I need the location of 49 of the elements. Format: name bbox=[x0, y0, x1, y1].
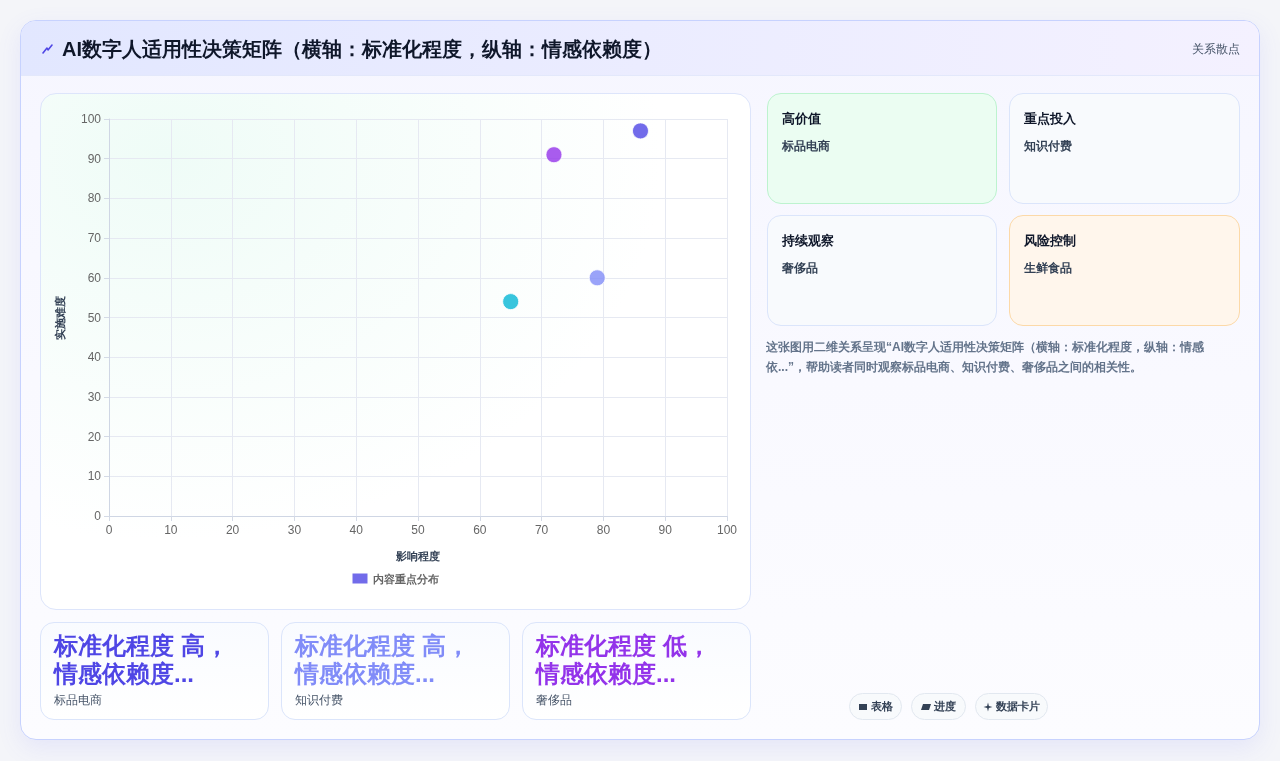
y-tick-label: 20 bbox=[87, 429, 102, 444]
text: 标品电商 bbox=[54, 692, 103, 708]
y-tick-label: 10 bbox=[87, 469, 102, 484]
y-tick-label: 80 bbox=[87, 191, 102, 206]
y-tick-label: 100 bbox=[80, 112, 102, 126]
x-tick-label: 80 bbox=[596, 523, 611, 537]
y-tick-label: 0 bbox=[94, 509, 102, 523]
y-tick-label: 60 bbox=[87, 270, 102, 285]
text: 数据卡片 bbox=[996, 699, 1040, 714]
text: 知识付费 bbox=[295, 692, 344, 708]
legend-label: 内容重点分布 bbox=[372, 572, 439, 586]
point bbox=[588, 269, 606, 287]
text: 这张图用二维关系呈现“AI数字人适用性决策矩阵（横轴：标准化程度，纵轴：情感依...”，帮助读者同时观察标品电商、知识付费、奢侈品之间的相关性。 bbox=[766, 339, 1205, 376]
x-tick-label: 20 bbox=[225, 523, 240, 537]
text: 标准化程度 高，情感依赖度... bbox=[295, 632, 471, 688]
x-tick-label: 100 bbox=[716, 523, 738, 537]
text: 标准化程度 高，情感依赖度... bbox=[54, 632, 230, 688]
y-tick-label: 50 bbox=[87, 310, 102, 325]
text: 奢侈品 bbox=[782, 260, 819, 276]
y-axis-title: 实施难度 bbox=[53, 295, 66, 340]
text: 标准化程度 低，情感依赖度... bbox=[536, 632, 712, 688]
y-tick-label: 30 bbox=[87, 389, 102, 404]
x-tick-label: 40 bbox=[349, 523, 364, 537]
text: AI数字人适用性决策矩阵（横轴：标准化程度，纵轴：情感依赖度） bbox=[62, 37, 662, 61]
text: 奢侈品 bbox=[536, 692, 573, 708]
point bbox=[632, 122, 649, 140]
text: 风险控制 bbox=[1024, 232, 1077, 250]
text: 持续观察 bbox=[782, 232, 835, 250]
text: 生鲜食品 bbox=[1024, 260, 1073, 276]
text: 进度 bbox=[934, 699, 956, 714]
x-axis-title: 影响程度 bbox=[395, 549, 440, 562]
x-tick-label: 70 bbox=[534, 523, 549, 537]
text: 重点投入 bbox=[1024, 110, 1077, 128]
text: 知识付费 bbox=[1024, 138, 1073, 154]
x-tick-label: 10 bbox=[164, 523, 178, 537]
x-tick-label: 30 bbox=[287, 523, 302, 537]
x-tick-label: 50 bbox=[411, 523, 425, 537]
y-tick-label: 70 bbox=[87, 231, 102, 246]
x-tick-label: 90 bbox=[658, 523, 673, 537]
text: 高价值 bbox=[782, 110, 822, 128]
x-tick-label: 60 bbox=[473, 523, 487, 537]
y-tick-label: 90 bbox=[87, 151, 102, 166]
y-tick-label: 40 bbox=[87, 350, 102, 365]
text: 关系散点 bbox=[1192, 41, 1240, 58]
point bbox=[545, 146, 563, 164]
text: 表格 bbox=[871, 699, 893, 714]
text: 标品电商 bbox=[782, 138, 831, 154]
x-tick-label: 0 bbox=[105, 523, 113, 537]
point bbox=[502, 293, 520, 311]
